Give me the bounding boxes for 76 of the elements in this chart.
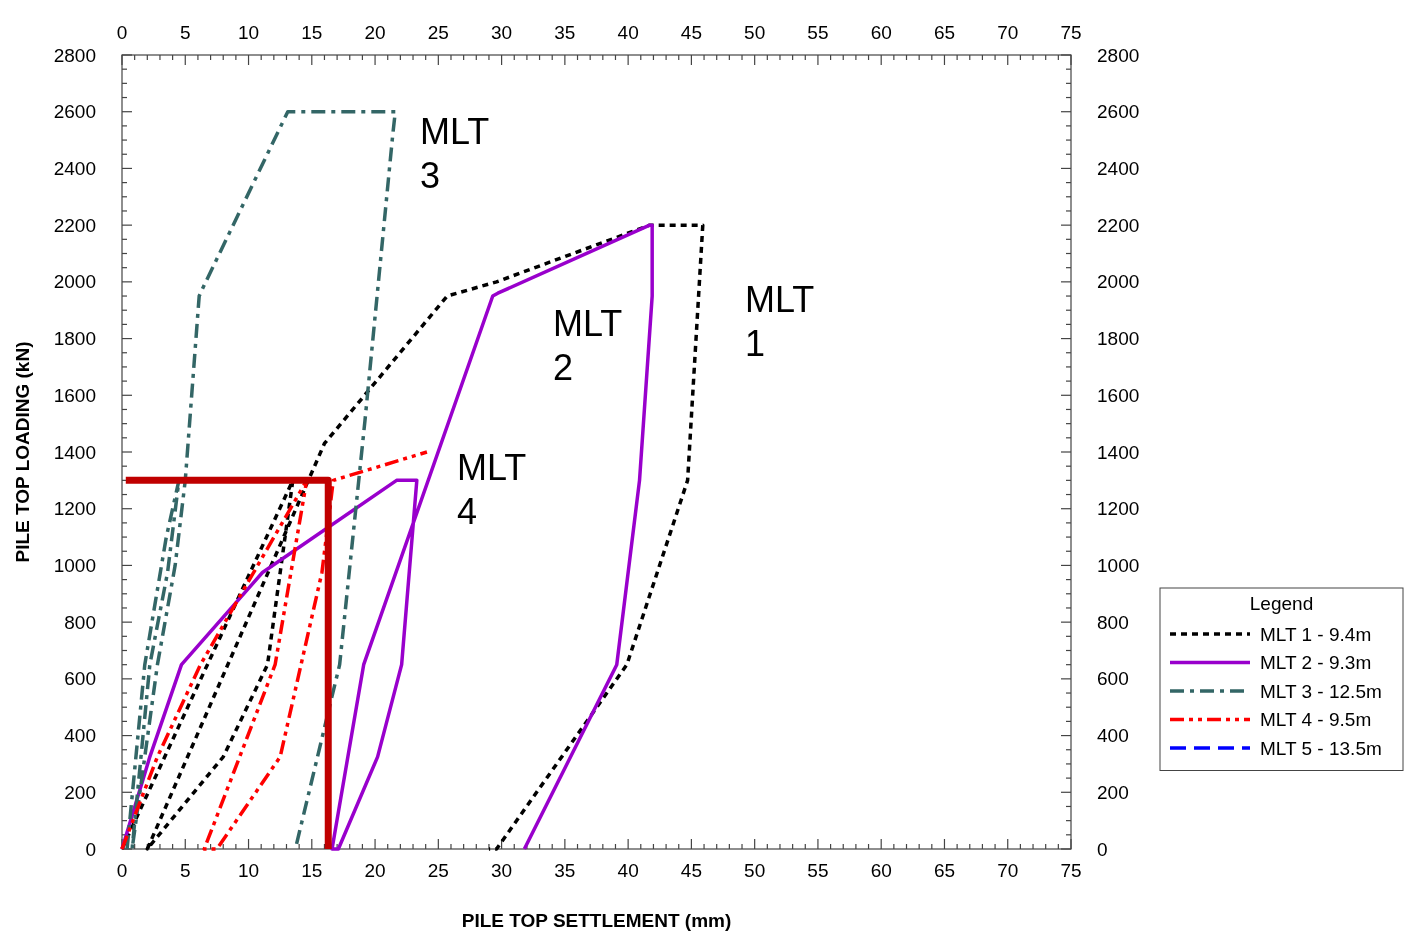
x-tick-label: 60 (870, 860, 892, 881)
y-tick-label: 1600 (53, 384, 96, 406)
x2-tick-label: 25 (427, 21, 449, 43)
x-tick-label: 75 (1060, 860, 1082, 881)
y-tick-label: 800 (64, 611, 96, 633)
x2-tick-label: 15 (301, 21, 323, 43)
x-tick-label: 50 (744, 860, 766, 881)
y-axis-title: PILE TOP LOADING (kN) (12, 341, 33, 563)
y2-tick-label: 2200 (1097, 214, 1140, 236)
annotation: MLT 4 (457, 447, 527, 533)
x-tick-label: 15 (301, 860, 323, 881)
legend-label: MLT 1 - 9.4m (1260, 623, 1372, 645)
x-tick-label: 45 (680, 860, 702, 881)
x2-tick-label: 40 (617, 21, 639, 43)
x2-tick-label: 55 (807, 21, 829, 43)
x2-tick-label: 30 (491, 21, 513, 43)
y2-tick-label: 600 (1097, 668, 1129, 690)
y2-tick-label: 200 (1097, 781, 1129, 803)
y-tick-label: 400 (64, 725, 96, 747)
x2-tick-label: 5 (179, 21, 191, 43)
x2-tick-label: 75 (1060, 21, 1082, 43)
annotation: MLT 2 (553, 303, 623, 389)
y2-tick-label: 1800 (1097, 328, 1140, 350)
x-tick-label: 55 (807, 860, 829, 881)
y-tick-label: 2200 (53, 214, 96, 236)
x2-tick-label: 65 (933, 21, 956, 43)
y2-tick-label: 2600 (1097, 101, 1140, 123)
line-series (125, 109, 398, 851)
y2-tick-label: 400 (1097, 725, 1129, 747)
y-tick-label: 0 (85, 838, 96, 860)
x-tick-label: 0 (116, 860, 128, 881)
y-tick-label: 2600 (53, 101, 96, 123)
annotation: MLT 1 (745, 279, 815, 365)
x2-tick-label: 50 (744, 21, 766, 43)
y-tick-label: 2000 (53, 271, 96, 293)
y-tick-label: 2400 (53, 157, 96, 179)
x2-tick-label: 0 (116, 21, 128, 43)
y2-tick-label: 2400 (1097, 157, 1140, 179)
legend-label: MLT 5 - 13.5m (1260, 737, 1382, 759)
y2-tick-label: 1200 (1097, 498, 1140, 520)
y2-tick-label: 1000 (1097, 554, 1140, 576)
legend-label: MLT 4 - 9.5m (1260, 709, 1372, 730)
y2-tick-label: 0 (1097, 838, 1108, 860)
x-tick-label: 20 (364, 860, 386, 881)
x-tick-label: 40 (617, 860, 639, 881)
x2-tick-label: 45 (680, 21, 702, 43)
y2-tick-label: 800 (1097, 611, 1129, 633)
y2-tick-label: 1400 (1097, 441, 1140, 463)
x-tick-label: 35 (554, 860, 576, 881)
legend-label: MLT 3 - 12.5m (1260, 680, 1382, 702)
x-tick-label: 65 (933, 860, 956, 881)
x-tick-label: 70 (997, 860, 1019, 881)
y2-tick-label: 2000 (1097, 271, 1140, 293)
y-tick-label: 1800 (53, 328, 96, 350)
x-tick-label: 25 (427, 860, 449, 881)
line-series (120, 450, 429, 851)
x-tick-label: 5 (179, 860, 191, 881)
x2-tick-label: 60 (870, 21, 892, 43)
y-tick-label: 1400 (53, 441, 96, 463)
x2-tick-label: 35 (554, 21, 576, 43)
x-tick-label: 10 (237, 860, 260, 881)
y-tick-label: 1200 (53, 498, 96, 520)
x-axis-title: PILE TOP SETTLEMENT (mm) (461, 910, 732, 931)
x2-tick-label: 70 (997, 21, 1019, 43)
x2-tick-label: 20 (364, 21, 386, 43)
legend-label: MLT 2 - 9.3m (1260, 652, 1372, 673)
x-tick-label: 30 (491, 860, 513, 881)
y-tick-label: 600 (64, 668, 96, 690)
y2-tick-label: 2800 (1097, 44, 1140, 66)
legend-title: Legend (1249, 593, 1314, 614)
y2-tick-label: 1600 (1097, 384, 1140, 406)
y-tick-label: 200 (64, 781, 96, 803)
y-tick-label: 1000 (53, 554, 96, 576)
annotation: MLT 3 (420, 111, 490, 197)
x2-tick-label: 10 (237, 21, 260, 43)
y-tick-label: 2800 (53, 44, 96, 66)
